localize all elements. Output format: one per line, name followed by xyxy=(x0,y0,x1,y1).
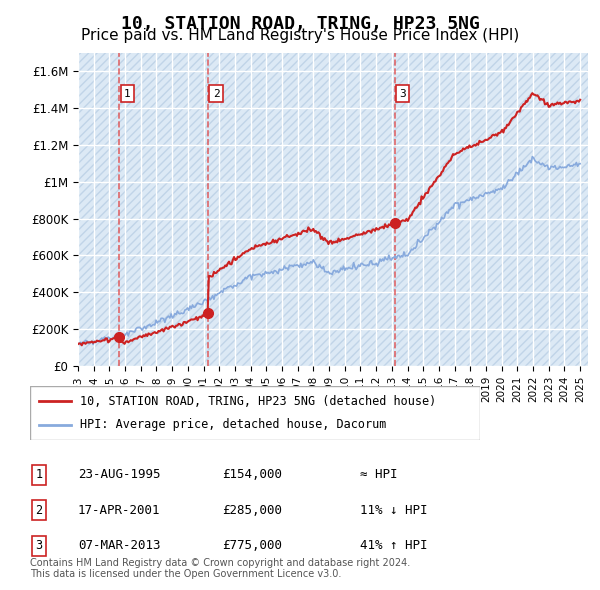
Text: Contains HM Land Registry data © Crown copyright and database right 2024.
This d: Contains HM Land Registry data © Crown c… xyxy=(30,558,410,579)
Text: 11% ↓ HPI: 11% ↓ HPI xyxy=(360,504,427,517)
Text: ≈ HPI: ≈ HPI xyxy=(360,468,398,481)
Text: £285,000: £285,000 xyxy=(222,504,282,517)
Text: 41% ↑ HPI: 41% ↑ HPI xyxy=(360,539,427,552)
Text: 2: 2 xyxy=(213,88,220,99)
Text: 1: 1 xyxy=(124,88,131,99)
FancyBboxPatch shape xyxy=(30,386,480,440)
Text: 07-MAR-2013: 07-MAR-2013 xyxy=(78,539,161,552)
Text: Price paid vs. HM Land Registry's House Price Index (HPI): Price paid vs. HM Land Registry's House … xyxy=(81,28,519,43)
Text: 23-AUG-1995: 23-AUG-1995 xyxy=(78,468,161,481)
Text: 3: 3 xyxy=(35,539,43,552)
Text: £775,000: £775,000 xyxy=(222,539,282,552)
Text: HPI: Average price, detached house, Dacorum: HPI: Average price, detached house, Daco… xyxy=(79,418,386,431)
Text: 10, STATION ROAD, TRING, HP23 5NG (detached house): 10, STATION ROAD, TRING, HP23 5NG (detac… xyxy=(79,395,436,408)
Text: 10, STATION ROAD, TRING, HP23 5NG: 10, STATION ROAD, TRING, HP23 5NG xyxy=(121,15,479,33)
Text: £154,000: £154,000 xyxy=(222,468,282,481)
Text: 3: 3 xyxy=(400,88,406,99)
Text: 1: 1 xyxy=(35,468,43,481)
Text: 17-APR-2001: 17-APR-2001 xyxy=(78,504,161,517)
Text: 2: 2 xyxy=(35,504,43,517)
